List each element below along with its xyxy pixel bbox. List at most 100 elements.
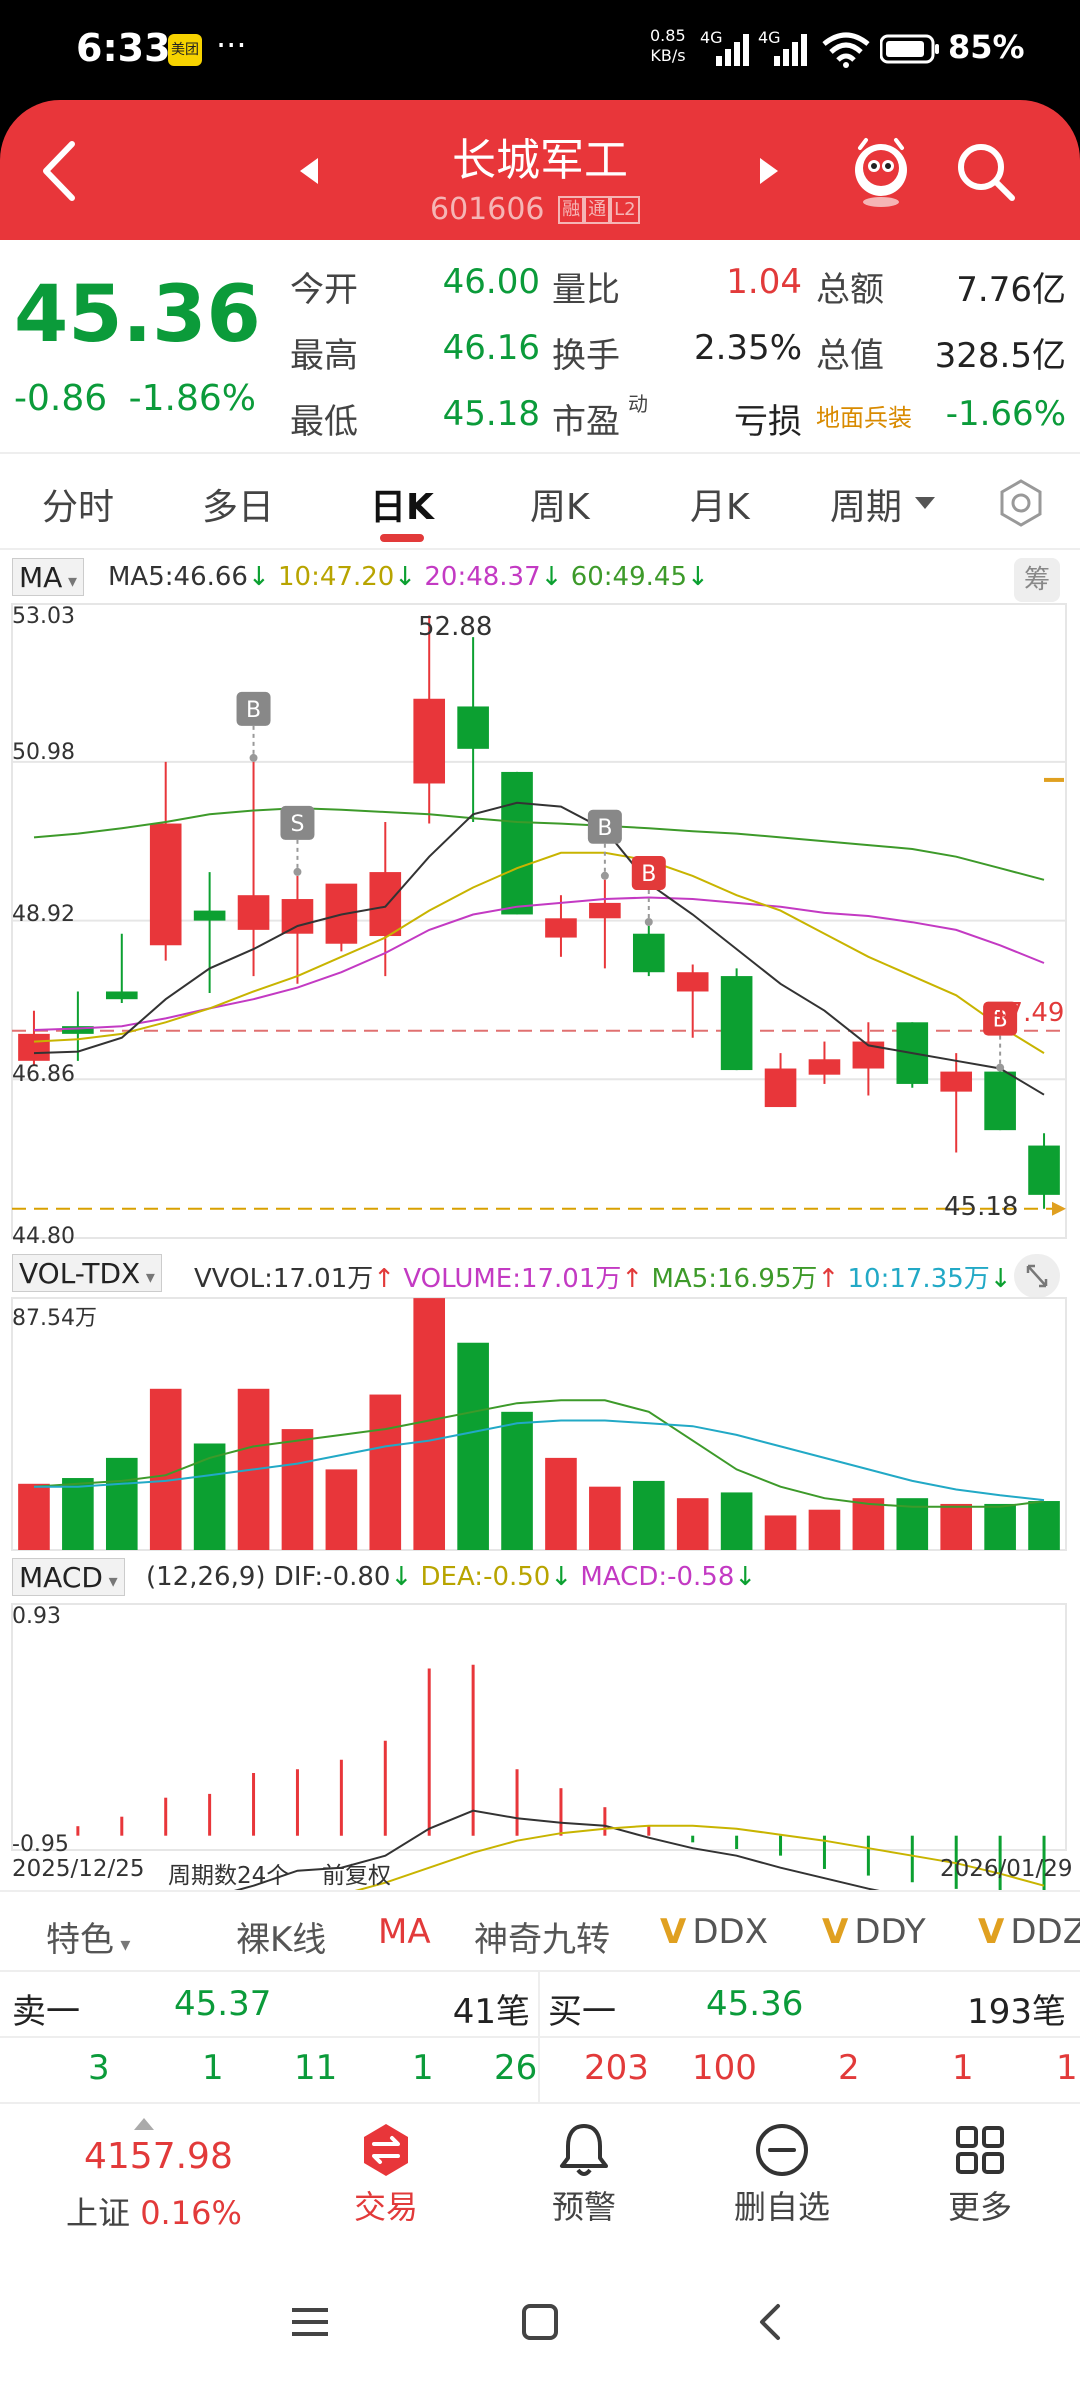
menu-icon[interactable] (290, 2302, 330, 2342)
chevron-down-icon: ▾ (102, 1571, 118, 1592)
macd-legend: (12,26,9) DIF:-0.80↓ DEA:-0.50↓ MACD:-0.… (146, 1562, 756, 1592)
high-label: 最高 (290, 336, 358, 376)
dif-line (233, 1809, 880, 1890)
vol-indicator-selector[interactable]: VOL-TDX ▾ (12, 1254, 162, 1292)
tab-daily-k[interactable]: 日K (370, 487, 434, 528)
stock-chart[interactable]: B S B B B (0, 0, 1080, 1890)
indicator-ddz[interactable]: V DDZ (978, 1912, 1080, 1952)
volume-max-label: 87.54万 (12, 1306, 97, 1331)
indicator-strip: 特色 ▾ 裸K线 MA 神奇九转 V DDX V DDY V DDZ (0, 1890, 1080, 1972)
buy-split-qty: 2 (838, 2048, 860, 2088)
ma20-line (33, 896, 1045, 1031)
ma-legend: MA5:46.66↓ 10:47.20↓ 20:48.37↓ 60:49.45↓ (108, 562, 709, 592)
up-arrow-icon: ↑ (373, 1264, 396, 1294)
price-axis-label: 48.92 (12, 902, 75, 927)
bell-icon (560, 2124, 608, 2176)
volume-legend: VOLUME:17.01万 (403, 1264, 622, 1294)
chip-distribution-button[interactable]: 筹 (1014, 558, 1060, 602)
turnover-label: 换手 (552, 336, 620, 376)
volume-bar (369, 1394, 402, 1550)
volume-ratio-label: 量比 (552, 270, 620, 310)
macd-min-label: -0.95 (12, 1832, 69, 1857)
v-icon: V (660, 1912, 687, 1952)
pe-value: 亏损 (734, 402, 802, 442)
vvol-legend: VVOL:17.01万 (194, 1264, 374, 1294)
buy-split-qty: 100 (692, 2048, 757, 2088)
grid-icon (956, 2126, 1004, 2174)
signal-label: S (290, 812, 304, 837)
candle (545, 918, 577, 938)
indicator-ddy[interactable]: V DDY (822, 1912, 926, 1952)
candle (149, 823, 182, 946)
sell-split-qty: 1 (412, 2048, 434, 2088)
meituan-notification-icon: 美团 (168, 34, 202, 66)
vol-ma10-legend: 10:17.35万 (847, 1264, 990, 1294)
candle (720, 976, 753, 1071)
tab-monthly-k[interactable]: 月K (690, 487, 750, 528)
down-arrow-icon: ↓ (394, 562, 417, 592)
buy-one-label: 买一 (548, 1992, 616, 2032)
indicator-magic-nine[interactable]: 神奇九转 (474, 1920, 610, 1960)
expand-icon[interactable] (1014, 1254, 1060, 1298)
candle (589, 902, 621, 919)
candle (764, 1068, 797, 1108)
mascot-icon[interactable] (846, 134, 916, 208)
tab-period[interactable]: 周期 (830, 487, 903, 528)
candle (237, 895, 270, 930)
buy-split-qty: 1 (952, 2048, 974, 2088)
signal-dot (600, 871, 609, 880)
low-value: 45.18 (442, 394, 540, 434)
ma10-line (33, 851, 1045, 1054)
signal-badge (983, 1001, 1018, 1036)
indicator-naked-k[interactable]: 裸K线 (236, 1920, 327, 1960)
volume-ma10-line (34, 1419, 1045, 1502)
signal-dot (644, 918, 653, 927)
order-book[interactable]: 卖一 45.37 41笔 买一 45.36 193笔 3 1 11 1 26 2… (0, 1972, 1080, 2102)
tab-multi-day[interactable]: 多日 (202, 487, 275, 528)
chart-tabs: 分时 多日 日K 周K 月K 周期 (0, 456, 1080, 550)
volume-bar (764, 1515, 797, 1550)
stock-header: 长城军工 601606 融通 L2 (0, 100, 1080, 240)
volume-bar (589, 1486, 621, 1550)
indicator-label: DDZ (1010, 1912, 1080, 1952)
ma20-legend: 20:48.37 (424, 562, 541, 592)
volume-bar (501, 1411, 533, 1550)
pe-label: 市盈 (552, 402, 620, 442)
chart-settings-icon[interactable] (996, 478, 1046, 528)
back-nav-icon[interactable] (750, 2302, 790, 2342)
indicator-special[interactable]: 特色 ▾ (46, 1912, 130, 1961)
ma-indicator-selector[interactable]: MA ▾ (12, 558, 85, 596)
tab-intraday[interactable]: 分时 (42, 487, 115, 528)
ref-price-label: 47.49 (990, 998, 1065, 1028)
volume-bar (984, 1503, 1016, 1550)
back-icon[interactable] (30, 136, 90, 206)
amount-value: 7.76亿 (956, 270, 1066, 310)
next-stock-icon[interactable] (758, 156, 782, 186)
volume-bar (457, 1342, 489, 1550)
signal-dot (293, 867, 302, 876)
search-icon[interactable] (950, 136, 1020, 206)
home-icon[interactable] (520, 2302, 560, 2342)
period-dropdown-icon[interactable] (914, 496, 936, 510)
previous-stock-icon[interactable] (296, 156, 320, 186)
status-bar: 6:33 美团 ··· 0.85 KB/s 4G 4G 85% (0, 0, 1080, 100)
macd-indicator-selector[interactable]: MACD ▾ (12, 1558, 125, 1596)
volume-bar (325, 1469, 358, 1550)
last-price: 45.36 (14, 270, 261, 360)
sector-change[interactable]: -1.66% (945, 394, 1066, 434)
down-arrow-icon: ↓ (734, 1562, 757, 1592)
open-label: 今开 (290, 270, 358, 310)
signal-label: B (597, 816, 612, 841)
down-arrow-icon: ↓ (686, 562, 709, 592)
sector-name[interactable]: 地面兵装 (816, 404, 912, 432)
system-nav-bar (0, 2252, 1080, 2400)
tab-weekly-k[interactable]: 周K (530, 487, 590, 528)
low-label: 最低 (290, 402, 358, 442)
candle (457, 706, 489, 749)
indicator-ddx[interactable]: V DDX (660, 1912, 768, 1952)
price-axis-label: 44.80 (12, 1224, 75, 1249)
indicator-ma[interactable]: MA (378, 1912, 431, 1952)
buy-one-price: 45.36 (706, 1984, 804, 2024)
adjust-type[interactable]: 前复权 (322, 1863, 391, 1889)
market-cap-label: 总值 (816, 336, 884, 376)
